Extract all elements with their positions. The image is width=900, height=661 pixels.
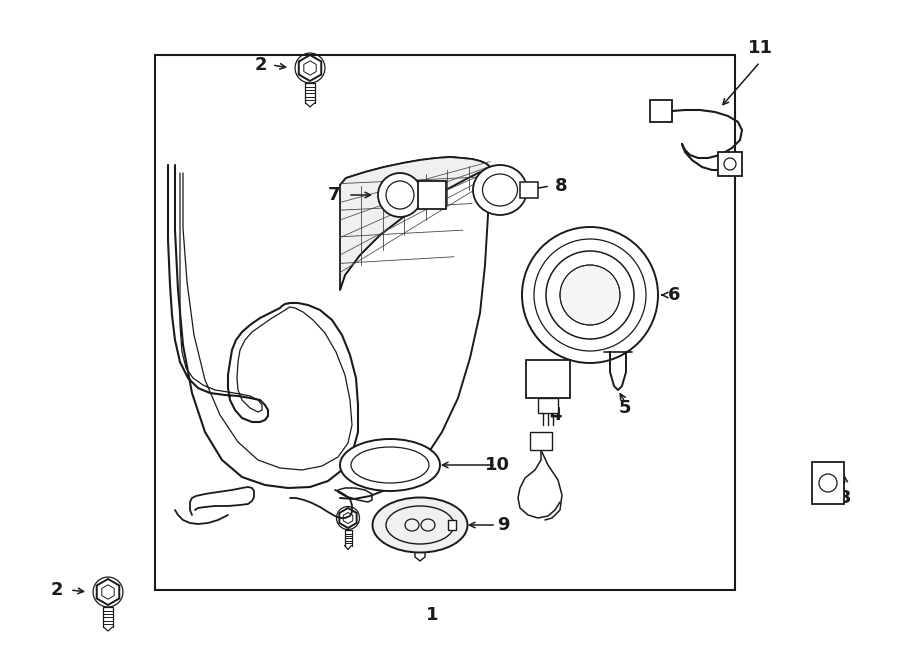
- Polygon shape: [96, 579, 120, 605]
- Text: 10: 10: [485, 456, 510, 474]
- Text: 9: 9: [498, 516, 510, 534]
- Ellipse shape: [340, 439, 440, 491]
- Polygon shape: [304, 61, 316, 75]
- Circle shape: [378, 173, 422, 217]
- Bar: [448, 520, 456, 530]
- Text: 7: 7: [328, 186, 340, 204]
- Polygon shape: [340, 157, 490, 290]
- Text: 11: 11: [748, 39, 772, 57]
- Bar: [538, 398, 558, 413]
- Text: 8: 8: [555, 177, 568, 195]
- Polygon shape: [299, 55, 321, 81]
- Bar: [812, 462, 844, 504]
- Circle shape: [560, 265, 620, 325]
- Bar: [155, 55, 735, 590]
- Bar: [418, 181, 446, 209]
- Text: 4: 4: [549, 406, 562, 424]
- Polygon shape: [339, 508, 356, 528]
- Text: 6: 6: [668, 286, 680, 304]
- Bar: [526, 360, 570, 398]
- Bar: [530, 432, 552, 450]
- Text: 1: 1: [426, 606, 438, 624]
- Bar: [650, 100, 672, 122]
- Bar: [520, 182, 538, 198]
- Text: 3: 3: [839, 489, 851, 507]
- Bar: [718, 152, 742, 176]
- Text: 2: 2: [255, 56, 267, 74]
- Text: 5: 5: [619, 399, 631, 417]
- Ellipse shape: [473, 165, 527, 215]
- Ellipse shape: [373, 498, 467, 553]
- Polygon shape: [102, 585, 114, 599]
- Polygon shape: [343, 512, 353, 524]
- Text: 2: 2: [50, 581, 63, 599]
